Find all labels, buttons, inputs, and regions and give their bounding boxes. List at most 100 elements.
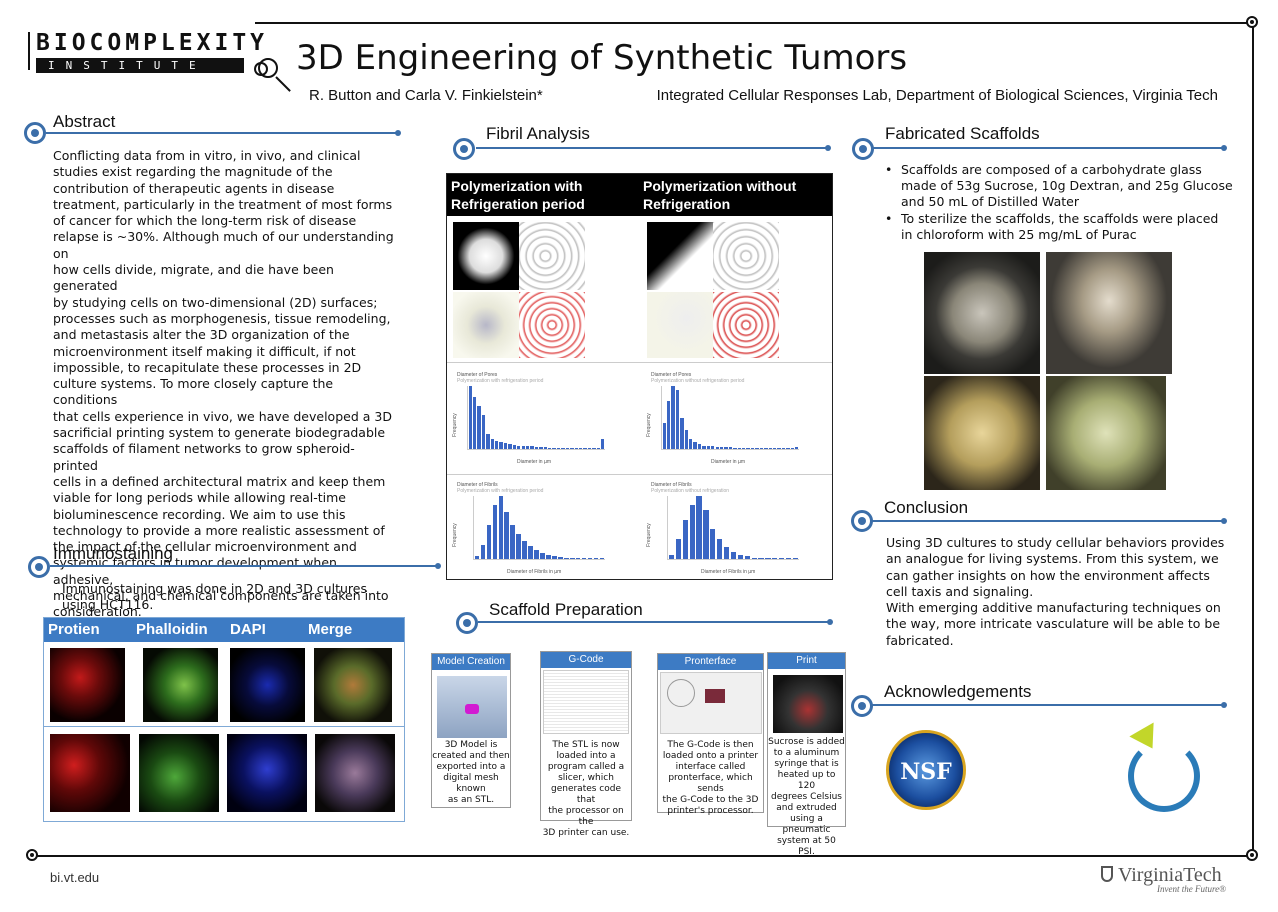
fibrils-chart-norefrig: Diameter of Fibrils Polymerization witho…: [646, 482, 801, 575]
chart-bar: [546, 555, 551, 559]
scaffold-prep-heading: Scaffold Preparation: [489, 600, 643, 619]
section-marker: [851, 695, 873, 717]
abstract-heading: Abstract: [53, 112, 116, 131]
chart-bar: [693, 442, 697, 449]
chart-bar: [697, 443, 702, 449]
chart-bar: [706, 446, 711, 449]
abstract-line: culture systems. To more closely capture…: [53, 376, 334, 408]
frame-node: [1246, 849, 1258, 861]
step-line: program called a: [547, 762, 625, 772]
step-line: digital mesh known: [443, 773, 499, 794]
chart-subtitle: Polymerization without refrigeration per…: [651, 378, 745, 384]
frame-node: [1246, 16, 1258, 28]
step-line: to a aluminum: [773, 748, 840, 758]
step-line: syringe that is: [774, 759, 839, 769]
abstract-line: processes such as morphogenesis, tissue …: [53, 310, 391, 326]
chart-title: Diameter of Fibrils: [651, 482, 692, 488]
frame-right: [1252, 22, 1254, 856]
step-pronterface: Pronterface The G-Code is then loaded ont…: [657, 653, 764, 816]
chart-bar: [575, 558, 581, 559]
chart-bar: [503, 443, 508, 449]
nsf-logo-text: NSF: [900, 759, 952, 785]
chart-bar: [742, 448, 746, 449]
step-line: 3D Model is: [444, 740, 498, 750]
chart-bar: [746, 448, 750, 449]
abstract-line: that cells experience in vivo, we have d…: [53, 408, 392, 424]
chart-bar: [569, 557, 575, 559]
chart-bar: [581, 558, 587, 559]
section-rule: [50, 563, 441, 569]
chart-bar: [530, 446, 534, 449]
chart-bar: [682, 519, 688, 559]
chart-bar: [702, 445, 706, 449]
step-line: and extruded: [776, 803, 837, 813]
step-line: printer's processor.: [667, 806, 754, 816]
abstract-line: studies exist regarding the magnitude of…: [53, 164, 333, 180]
fabricated-heading: Fabricated Scaffolds: [885, 124, 1040, 143]
chart-bar: [671, 386, 675, 449]
fibrils-chart-refrig: Diameter of Fibrils Polymerization with …: [452, 482, 607, 575]
abstract-line: treatment, particularly in the treatment…: [53, 196, 393, 212]
chart-bar: [680, 418, 684, 449]
chart-bar: [765, 558, 771, 559]
step-line: The G-Code is then: [667, 740, 754, 750]
chart-bar: [477, 405, 481, 449]
abstract-line: mechanical, and chemical components are …: [53, 588, 389, 604]
chart-xlabel: Diameter of Fibrils in µm: [701, 569, 756, 575]
footer-url[interactable]: bi.vt.edu: [50, 870, 100, 885]
chart-bar: [790, 448, 795, 449]
chart-bar: [737, 448, 741, 449]
abstract-line: and metastasis alter the 3D organization…: [53, 327, 350, 343]
chart-title: Diameter of Fibrils: [457, 482, 498, 488]
chart-bar: [508, 444, 512, 449]
col-merge: Merge: [308, 621, 353, 638]
abstract-line: consideration.: [53, 604, 142, 620]
step-text: The G-Code is then loaded onto a printer i…: [658, 740, 763, 817]
phalloidin-3d-image: [139, 734, 219, 812]
conclusion-line: an analogue for living systems. From thi…: [886, 551, 1219, 567]
chart-bar: [723, 547, 730, 559]
fabricated-bullet2-l2: in chloroform with 25 mg/mL of Purac: [901, 227, 1137, 242]
scaffold-photo-dome: [924, 252, 1040, 374]
fibril-header: Polymerization with Refrigeration period…: [447, 174, 832, 216]
chart-bar: [710, 528, 716, 559]
abstract-line: technology to provide a more realistic a…: [53, 522, 385, 538]
step-line: The STL is now: [552, 740, 620, 750]
step-line: interface called: [675, 762, 746, 772]
chart-bar: [768, 448, 772, 449]
col-phalloidin: Phalloidin: [136, 621, 208, 638]
scaffold-photo-hand: [1046, 376, 1166, 490]
section-rule: [476, 145, 831, 151]
chart-bar: [592, 448, 596, 449]
section-rule: [872, 145, 1227, 151]
chart-bar: [552, 556, 557, 559]
immuno-heading: Immunostaining: [53, 544, 174, 563]
fabricated-bullet1-l3: and 50 mL of Distilled Water: [901, 194, 1079, 209]
fibril-figure: Polymerization with Refrigeration period…: [446, 173, 833, 580]
protein-3d-image: [50, 734, 130, 812]
chart-bar: [675, 389, 680, 449]
chart-bar: [744, 556, 750, 559]
conclusion-body: Using 3D cultures to study cellular beha…: [886, 535, 1231, 649]
col-dapi: DAPI: [230, 621, 266, 638]
chart-bar: [717, 539, 723, 559]
section-marker: [851, 510, 873, 532]
chart-bar: [711, 446, 715, 449]
section-marker: [852, 138, 874, 160]
micrograph-raw-norefrig: [647, 292, 713, 358]
chart-bar: [781, 448, 786, 449]
chart-bar: [481, 415, 486, 449]
chart-bar: [504, 511, 509, 559]
chart-bar: [668, 555, 675, 559]
step-title: Pronterface: [658, 654, 763, 670]
chart-subtitle: Polymerization with refrigeration period: [457, 488, 544, 494]
step-line: 3D printer can use.: [542, 828, 630, 838]
step-line: system at 50 PSI.: [777, 836, 836, 857]
fabricated-bullet1-l1: Scaffolds are composed of a carbohydrate…: [901, 162, 1202, 177]
merge-2d-image: [314, 648, 392, 722]
chart-bar: [786, 448, 790, 449]
micrograph-binary-norefrig: [647, 222, 713, 290]
step-line: loaded onto a printer: [662, 751, 759, 761]
chart-bar: [773, 448, 777, 449]
chart-bar: [516, 534, 521, 559]
